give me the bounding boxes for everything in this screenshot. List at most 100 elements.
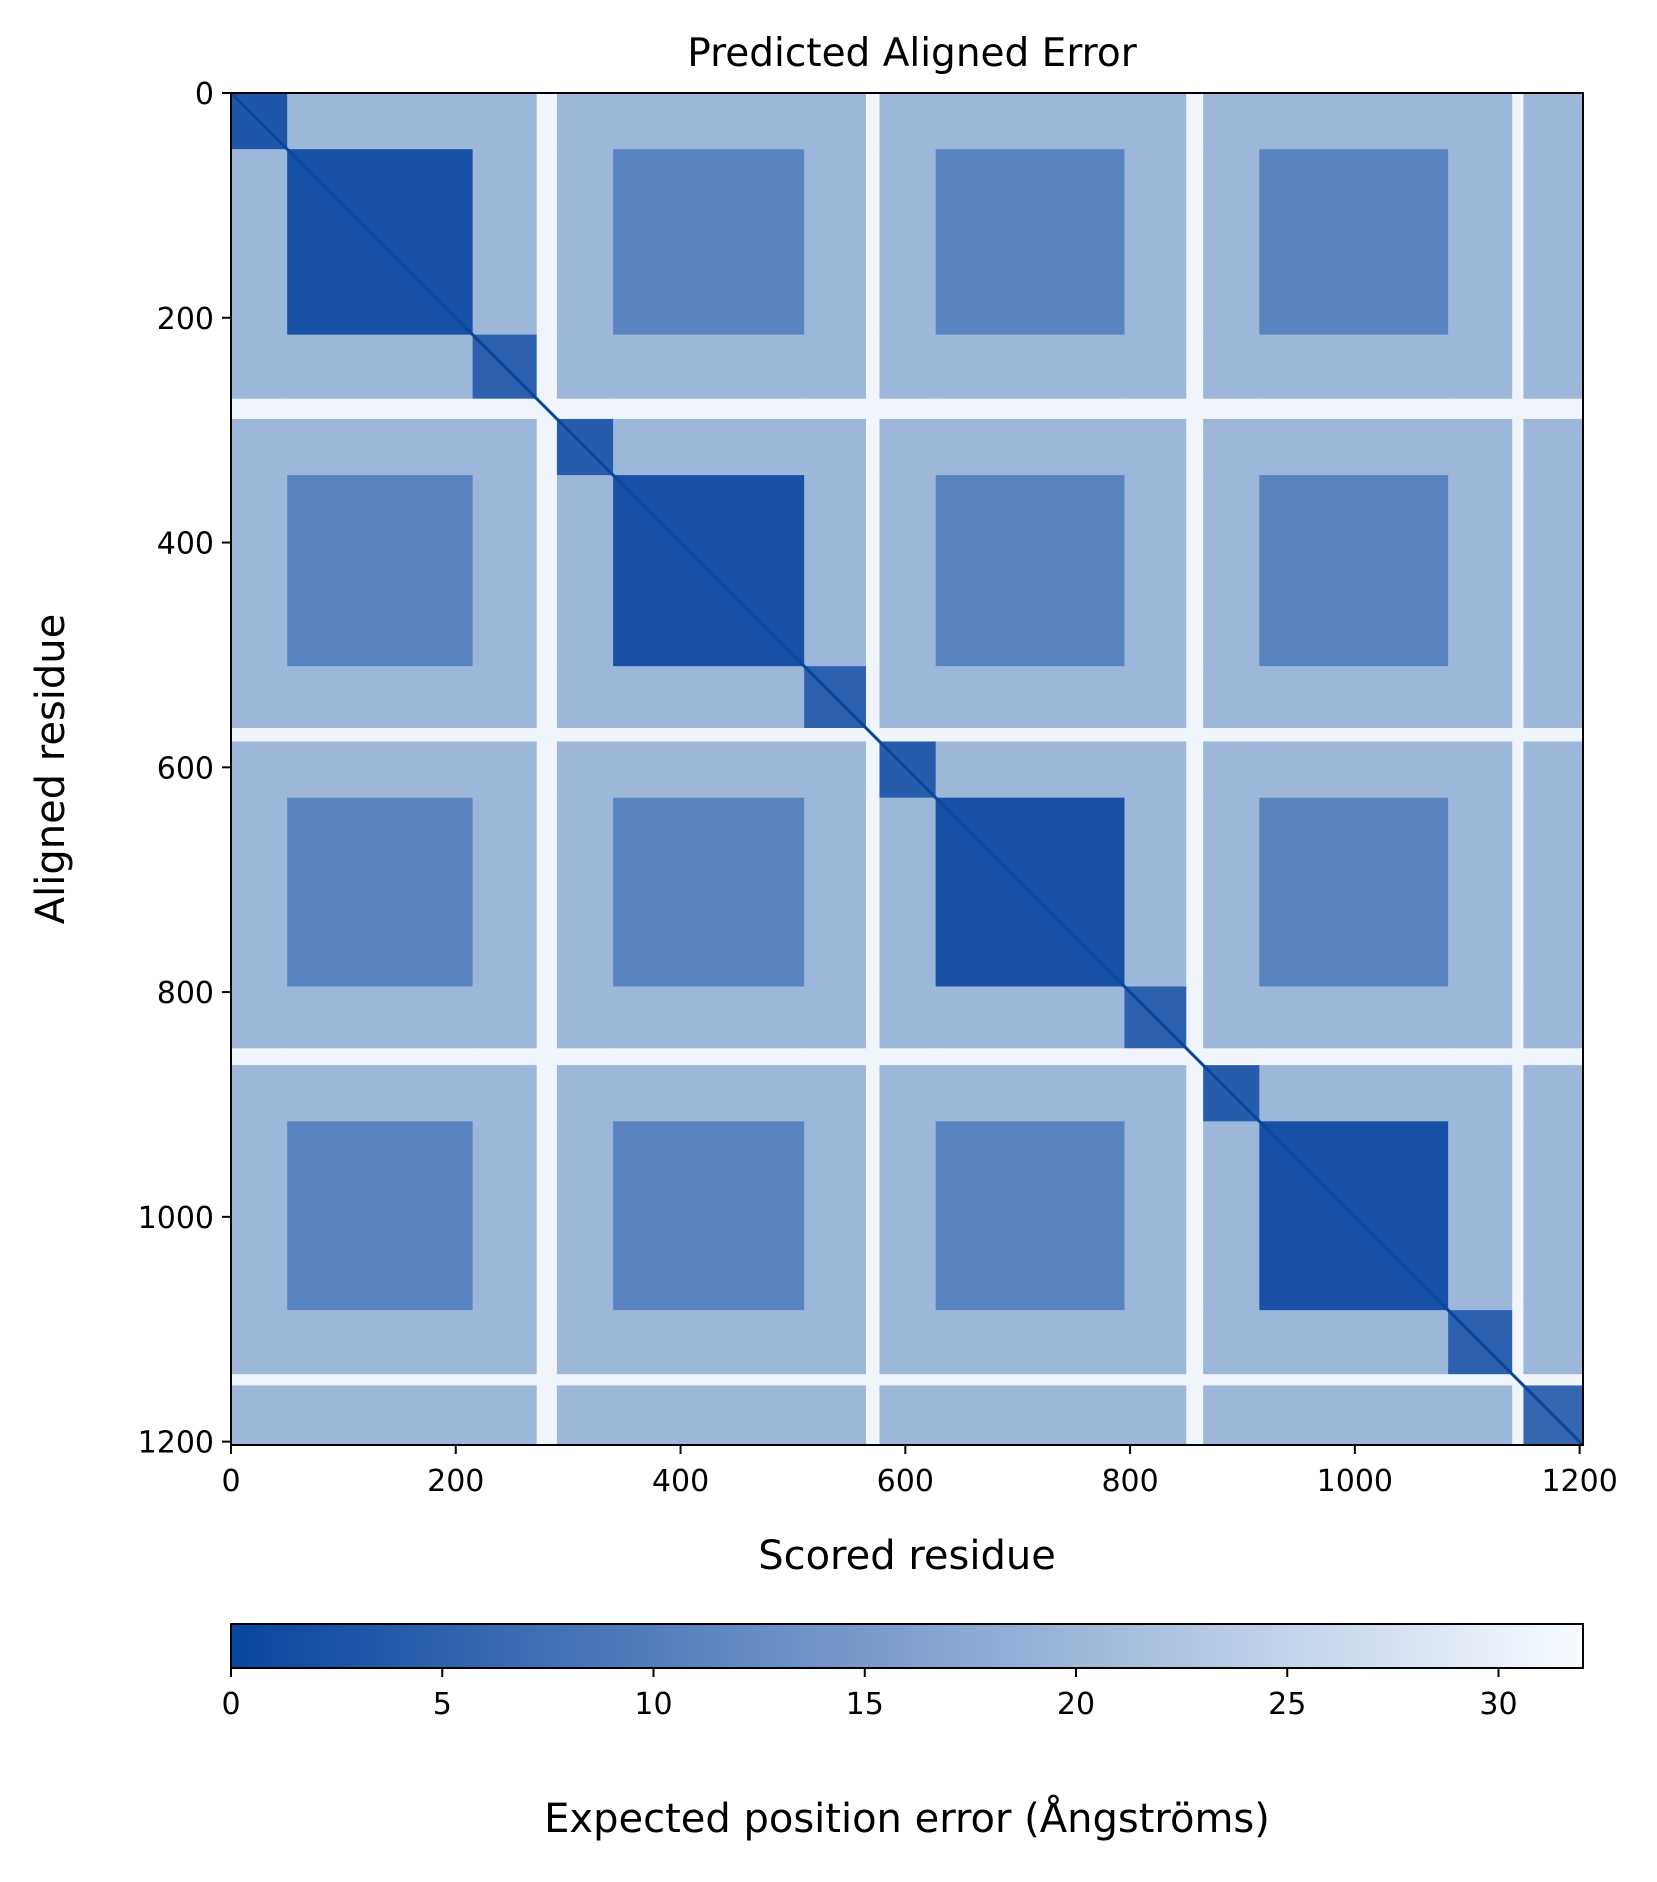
heatmap-cell: [536, 666, 558, 729]
heatmap-cell: [1203, 93, 1260, 150]
heatmap-cell: [804, 1310, 867, 1375]
heatmap-cell: [1203, 1385, 1260, 1446]
plot-frame: [230, 92, 1584, 1446]
heatmap-cell: [879, 1385, 937, 1446]
heatmap-cell: [472, 1121, 538, 1311]
heatmap-cell: [1512, 475, 1525, 667]
heatmap-cell: [231, 666, 288, 729]
heatmap-cell: [804, 727, 867, 743]
heatmap-cell: [231, 727, 288, 743]
heatmap-cell: [1448, 666, 1513, 729]
heatmap-cell: [231, 149, 288, 336]
x-axis-ticks: 0 200 400 600 800 1000 1200: [221, 1445, 1618, 1499]
heatmap-cell: [536, 93, 558, 150]
heatmap-cell: [865, 1374, 881, 1387]
heatmap-cell: [1124, 727, 1187, 743]
heatmap-cell: [556, 986, 614, 1049]
heatmap-cell: [1259, 1385, 1449, 1446]
x-tick-label: 1000: [1317, 1464, 1393, 1499]
heatmap-cell: [472, 1048, 538, 1066]
heatmap-cell: [1448, 334, 1513, 400]
heatmap-cell: [556, 1048, 614, 1066]
colorbar-tick-label: 20: [1057, 1687, 1095, 1722]
heatmap-cell: [865, 1310, 881, 1375]
colorbar-tick-label: 25: [1268, 1687, 1306, 1722]
heatmap-cell: [1523, 418, 1584, 476]
heatmap-cell: [287, 1065, 474, 1122]
heatmap-cell: [935, 1065, 1126, 1122]
heatmap-cell: [1448, 1048, 1513, 1066]
heatmap-cell: [1448, 741, 1513, 799]
heatmap-cell: [1512, 1065, 1525, 1122]
heatmap-cell: [935, 418, 1126, 476]
heatmap-cell: [1523, 149, 1584, 336]
heatmap-cell: [935, 398, 1126, 420]
heatmap-cell: [472, 149, 538, 336]
heatmap-cell: [536, 475, 558, 667]
heatmap-cell: [1186, 741, 1204, 799]
heatmap-cell: [287, 398, 474, 420]
heatmap-cell: [1512, 418, 1525, 476]
heatmap-cell: [1448, 1065, 1513, 1122]
y-tick-label: 1000: [138, 1201, 214, 1236]
colorbar-tick-label: 15: [846, 1687, 884, 1722]
heatmap-cell: [472, 475, 538, 667]
heatmap-cell: [1186, 986, 1204, 1049]
heatmap-cell: [556, 1121, 614, 1311]
heatmap-cell: [1203, 1121, 1260, 1311]
heatmap-cell: [804, 1385, 867, 1446]
heatmap-cell: [865, 741, 881, 799]
heatmap-cell: [1523, 741, 1584, 799]
heatmap-cell: [804, 334, 867, 400]
heatmap-cell: [1124, 666, 1187, 729]
heatmap-cell: [536, 334, 558, 400]
y-tick-label: 600: [157, 751, 214, 786]
heatmap-cell: [865, 1048, 881, 1066]
heatmap-cell: [536, 741, 558, 799]
heatmap-cell: [1512, 741, 1525, 799]
heatmap-cell: [1203, 1374, 1260, 1387]
chart-title: Predicted Aligned Error: [687, 31, 1137, 76]
heatmap-cell: [472, 741, 538, 799]
heatmap-cell: [804, 986, 867, 1049]
heatmap-cell: [879, 1048, 937, 1066]
heatmap-cell: [879, 1065, 937, 1122]
y-axis-ticks: 0 200 400 600 800 1000 1200: [138, 77, 231, 1461]
x-tick-label: 400: [652, 1464, 709, 1499]
x-tick-label: 200: [427, 1464, 484, 1499]
heatmap-cell: [472, 1310, 538, 1375]
heatmap-cell: [1448, 1121, 1513, 1311]
heatmap-cell: [804, 1048, 867, 1066]
x-axis-label: Scored residue: [758, 1533, 1056, 1579]
heatmap-cell: [1124, 797, 1187, 988]
heatmap-cell: [472, 986, 538, 1049]
heatmap-cell: [879, 797, 937, 988]
heatmap-cell: [1259, 418, 1449, 476]
heatmap-cell: [1448, 986, 1513, 1049]
heatmap-cell: [1186, 475, 1204, 667]
heatmap-cell: [287, 475, 474, 667]
heatmap-cell: [1259, 741, 1449, 799]
heatmap-cell: [613, 334, 805, 400]
x-tick-label: 1200: [1541, 1464, 1617, 1499]
heatmap-cell: [804, 1065, 867, 1122]
heatmap-cell: [536, 1121, 558, 1311]
heatmap-cell: [1512, 666, 1525, 729]
heatmap-cell: [613, 149, 805, 336]
heatmap-cell: [1259, 1374, 1449, 1387]
heatmap-cell: [1186, 149, 1204, 336]
heatmap-cell: [556, 1374, 614, 1387]
heatmap-cell: [879, 1121, 937, 1311]
heatmap-cell: [879, 1374, 937, 1387]
heatmap-cell: [1186, 797, 1204, 988]
heatmap-cell: [1203, 797, 1260, 988]
y-tick-label: 1200: [138, 1426, 214, 1461]
heatmap-cell: [1203, 1048, 1260, 1066]
heatmap-cell: [1203, 1310, 1260, 1375]
heatmap-cell: [1124, 1374, 1187, 1387]
heatmap-cell: [613, 1385, 805, 1446]
heatmap-cell: [804, 475, 867, 667]
heatmap-cell: [935, 1374, 1126, 1387]
heatmap-cell: [804, 1374, 867, 1387]
heatmap-cell: [935, 1385, 1126, 1446]
